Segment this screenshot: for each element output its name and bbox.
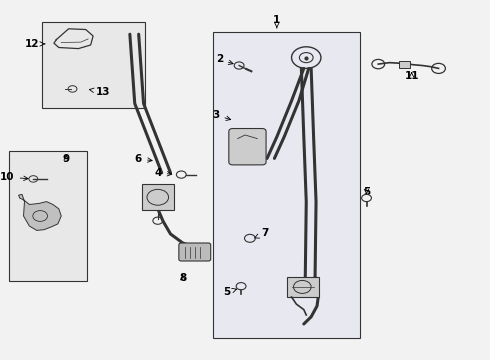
- Text: 9: 9: [63, 154, 70, 164]
- Text: 1: 1: [273, 15, 280, 28]
- Bar: [42, 22, 145, 108]
- Text: 11: 11: [404, 71, 419, 81]
- FancyBboxPatch shape: [142, 184, 174, 210]
- Text: 10: 10: [0, 172, 28, 182]
- Bar: [287, 277, 318, 297]
- Polygon shape: [19, 194, 61, 230]
- Text: 12: 12: [24, 39, 45, 49]
- Text: 13: 13: [89, 87, 110, 97]
- Bar: [213, 32, 360, 338]
- Text: 5: 5: [223, 287, 237, 297]
- FancyBboxPatch shape: [179, 243, 211, 261]
- FancyBboxPatch shape: [229, 129, 266, 165]
- Text: 3: 3: [212, 110, 231, 121]
- Text: 8: 8: [179, 273, 186, 283]
- Text: 5: 5: [363, 186, 370, 197]
- Text: 6: 6: [135, 154, 152, 164]
- Bar: [399, 61, 410, 68]
- Text: 7: 7: [255, 228, 269, 238]
- Text: 2: 2: [216, 54, 233, 64]
- Text: 4: 4: [154, 168, 171, 178]
- Bar: [9, 151, 87, 281]
